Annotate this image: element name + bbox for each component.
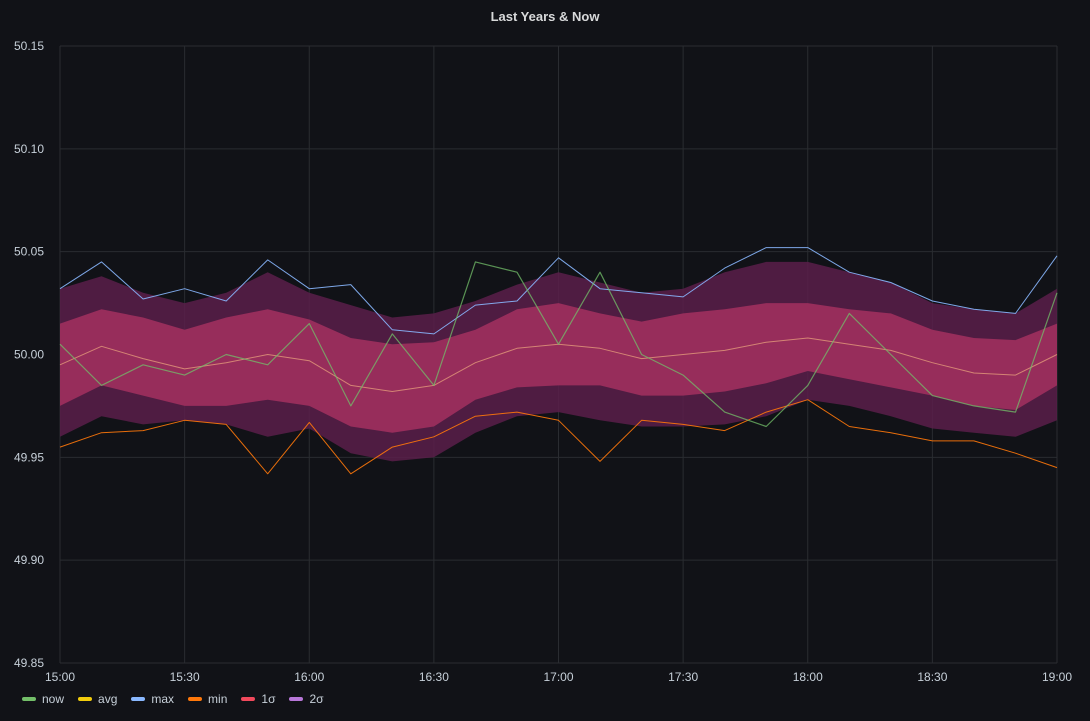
legend-item-min[interactable]: min xyxy=(188,692,227,706)
legend-item-avg[interactable]: avg xyxy=(78,692,117,706)
y-tick-label: 49.85 xyxy=(14,656,44,670)
legend-swatch-now xyxy=(22,697,36,701)
legend-swatch-max xyxy=(131,697,146,701)
legend-swatch-avg xyxy=(78,697,93,701)
legend-label-2sigma: 2σ xyxy=(309,692,324,706)
x-tick-label: 15:30 xyxy=(170,670,200,684)
legend-item-1sigma[interactable]: 1σ xyxy=(241,692,275,706)
legend: now avg max min 1σ 2σ xyxy=(22,692,324,706)
x-tick-label: 18:00 xyxy=(793,670,823,684)
legend-label-now: now xyxy=(42,692,65,706)
legend-item-max[interactable]: max xyxy=(131,692,174,706)
x-tick-label: 18:30 xyxy=(917,670,947,684)
x-tick-label: 17:00 xyxy=(543,670,573,684)
y-tick-label: 49.90 xyxy=(14,553,44,567)
legend-label-max: max xyxy=(151,692,175,706)
y-tick-label: 50.15 xyxy=(14,39,44,53)
legend-swatch-min xyxy=(188,697,203,701)
band-1sigma xyxy=(60,303,1057,433)
x-tick-label: 16:00 xyxy=(294,670,324,684)
x-tick-label: 15:00 xyxy=(45,670,75,684)
x-tick-label: 16:30 xyxy=(419,670,449,684)
legend-label-1sigma: 1σ xyxy=(261,692,276,706)
legend-swatch-2sigma xyxy=(289,697,304,701)
legend-swatch-1sigma xyxy=(241,697,256,701)
y-tick-label: 49.95 xyxy=(14,450,44,464)
chart-title: Last Years & Now xyxy=(490,9,600,24)
legend-item-now[interactable]: now xyxy=(22,692,64,706)
series-now-line xyxy=(59,261,1058,428)
y-tick-label: 50.00 xyxy=(14,348,44,362)
legend-item-2sigma[interactable]: 2σ xyxy=(289,692,324,706)
legend-label-min: min xyxy=(208,692,228,706)
series-max-line xyxy=(59,247,1058,335)
y-tick-label: 50.05 xyxy=(14,245,44,259)
series-min-line xyxy=(59,399,1058,475)
x-tick-label: 17:30 xyxy=(668,670,698,684)
legend-label-avg: avg xyxy=(98,692,118,706)
y-tick-label: 50.10 xyxy=(14,142,44,156)
x-tick-label: 19:00 xyxy=(1042,670,1072,684)
